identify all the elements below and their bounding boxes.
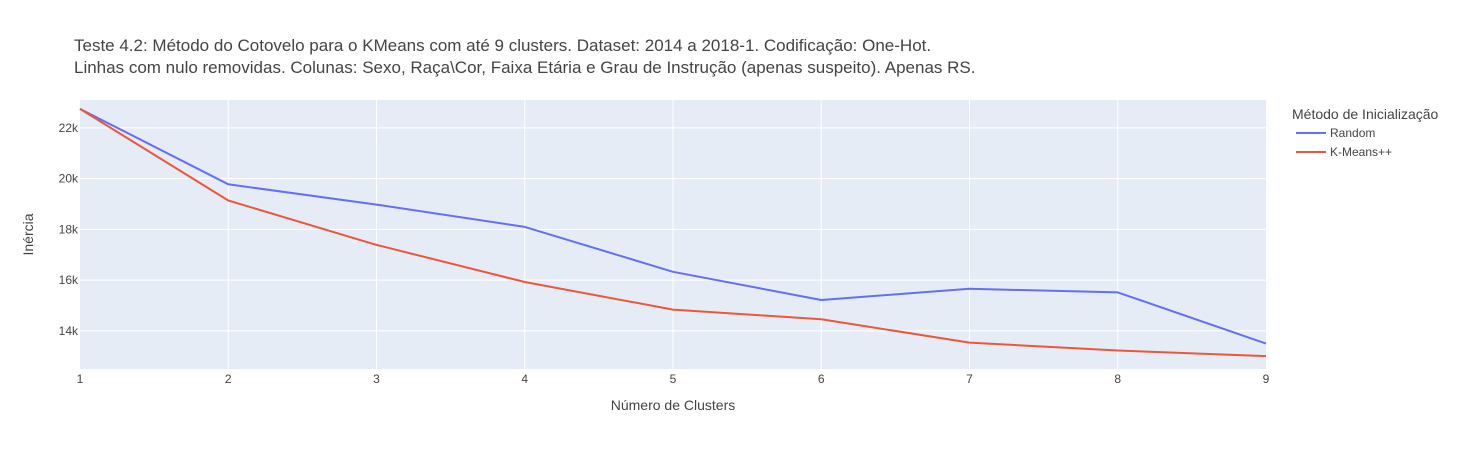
series-lines bbox=[79, 108, 1267, 358]
chart-title-line-1: Teste 4.2: Método do Cotovelo para o KMe… bbox=[74, 36, 931, 55]
legend-label: Random bbox=[1330, 126, 1375, 140]
x-tick-label: 3 bbox=[373, 372, 380, 386]
x-tick-label: 8 bbox=[1114, 372, 1121, 386]
legend-title: Método de Inicialização bbox=[1292, 106, 1439, 122]
legend[interactable]: Método de Inicialização Random K-Means++ bbox=[1292, 106, 1439, 159]
x-tick-label: 2 bbox=[225, 372, 232, 386]
legend-item-1[interactable]: K-Means++ bbox=[1296, 145, 1392, 159]
y-tick-label: 14k bbox=[59, 324, 79, 338]
chart-title-line-2: Linhas com nulo removidas. Colunas: Sexo… bbox=[74, 58, 975, 77]
legend-label: K-Means++ bbox=[1330, 145, 1392, 159]
x-tick-label: 5 bbox=[670, 372, 677, 386]
y-tick-label: 22k bbox=[59, 121, 79, 135]
y-axis-title: Inércia bbox=[20, 213, 36, 255]
x-tick-label: 9 bbox=[1263, 372, 1270, 386]
series-line-0 bbox=[79, 108, 1267, 345]
series-line-1 bbox=[79, 108, 1267, 358]
y-tick-label: 16k bbox=[59, 273, 79, 287]
x-tick-label: 7 bbox=[966, 372, 973, 386]
x-tick-label: 4 bbox=[521, 372, 528, 386]
x-axis-title: Número de Clusters bbox=[611, 397, 736, 413]
chart-title: Teste 4.2: Método do Cotovelo para o KMe… bbox=[74, 36, 975, 77]
grid-lines bbox=[80, 100, 1266, 369]
x-tick-label: 1 bbox=[77, 372, 84, 386]
x-axis-ticks: 1 2 3 4 5 6 7 8 9 bbox=[77, 372, 1270, 386]
y-tick-label: 20k bbox=[59, 172, 79, 186]
y-axis-ticks: 14k 16k 18k 20k 22k bbox=[59, 121, 79, 338]
x-tick-label: 6 bbox=[818, 372, 825, 386]
legend-item-0[interactable]: Random bbox=[1296, 126, 1375, 140]
y-tick-label: 18k bbox=[59, 222, 79, 236]
